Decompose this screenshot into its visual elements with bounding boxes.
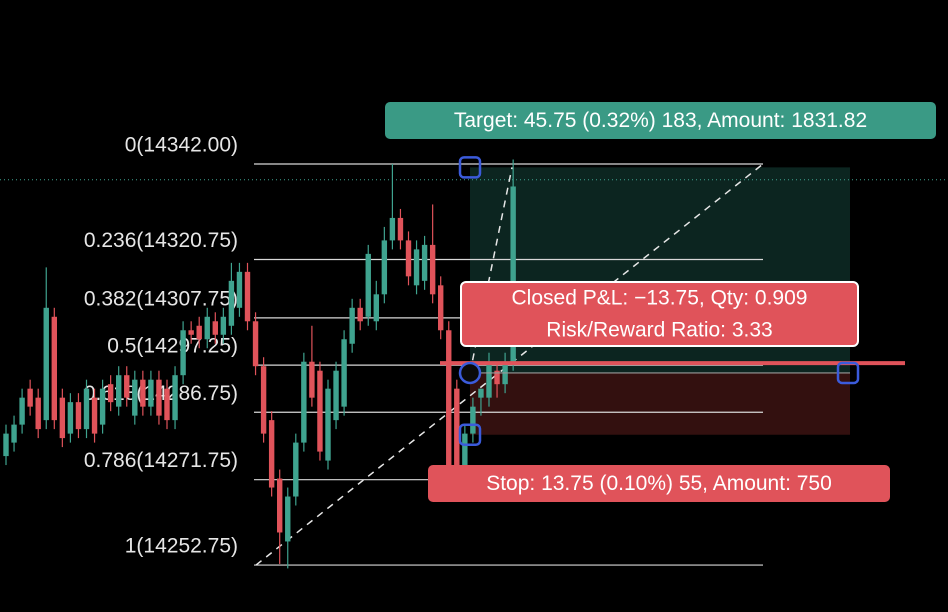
fib-level-label: 0.786(14271.75) <box>84 449 238 472</box>
candle-body <box>107 384 114 403</box>
candle-body <box>132 379 138 416</box>
candle-body <box>373 294 379 322</box>
candle-body <box>317 370 323 452</box>
candle-body <box>220 316 227 335</box>
candle-body <box>421 244 428 281</box>
candle-body <box>252 321 259 367</box>
candle-body <box>285 496 291 542</box>
stop-label-text: Stop: 13.75 (0.10%) 55, Amount: 750 <box>486 472 832 495</box>
candle-body <box>405 240 412 277</box>
candle-body <box>446 330 452 466</box>
candle-body <box>27 388 33 407</box>
candle-body <box>11 424 17 443</box>
candle-body <box>140 379 146 407</box>
candle-body <box>43 307 49 421</box>
candle-body <box>301 361 307 443</box>
candle-body <box>3 433 9 457</box>
target-handle <box>458 156 482 179</box>
candle-body <box>341 339 347 407</box>
candle-body <box>196 325 202 340</box>
position-connector <box>469 167 513 374</box>
candle-body <box>124 375 130 398</box>
candle-body <box>325 388 331 461</box>
candle-body <box>204 316 210 340</box>
candle-body <box>277 478 283 533</box>
stop-zone <box>470 372 850 435</box>
candle-body <box>19 397 25 425</box>
candle-body <box>478 388 484 398</box>
target-label-text: Target: 45.75 (0.32%) 183, Amount: 1831.… <box>454 109 867 132</box>
candle-body <box>35 397 41 430</box>
candle-body <box>309 361 315 398</box>
candle-body <box>156 379 162 416</box>
candle-body <box>188 330 194 335</box>
pnl-label-box <box>460 281 859 347</box>
candle-body <box>349 307 355 344</box>
stop-handle <box>458 423 482 446</box>
candle-body <box>236 271 243 308</box>
candle-body <box>510 186 516 362</box>
candle-body <box>172 375 178 421</box>
candle-body <box>486 361 492 398</box>
width-handle <box>836 361 860 385</box>
candle-body <box>413 249 420 286</box>
candle-body <box>494 370 500 385</box>
stop-label-box <box>428 465 890 502</box>
candle-body <box>91 397 98 434</box>
candle-body <box>228 280 235 326</box>
candle-body <box>293 442 299 497</box>
candle-body <box>83 388 90 430</box>
candle-body <box>357 307 363 322</box>
fib-level-label: 0(14342.00) <box>125 134 238 157</box>
candle-body <box>51 316 57 421</box>
entry-handle <box>458 361 482 385</box>
candle-body <box>59 397 66 439</box>
target-label-box <box>385 102 936 139</box>
pnl-label-text: Closed P&L: −13.75, Qty: 0.909 <box>512 287 808 310</box>
candle-body <box>75 402 82 430</box>
candle-body <box>260 366 267 434</box>
candle-body <box>397 217 404 241</box>
candle-body <box>116 375 122 407</box>
candle-body <box>333 370 339 421</box>
candle-body <box>429 244 436 295</box>
fib-level-label: 0.382(14307.75) <box>84 287 238 310</box>
fib-level-label: 0.236(14320.75) <box>84 229 238 252</box>
fib-trend-line <box>255 163 764 566</box>
candle-body <box>462 433 468 466</box>
candle-body <box>212 321 218 335</box>
candle-body <box>180 330 186 376</box>
fib-level-label: 0.5(14297.25) <box>107 335 238 358</box>
candle-body <box>67 402 74 434</box>
candle-body <box>164 388 170 421</box>
candle-body <box>268 420 275 488</box>
candle-body <box>365 253 371 317</box>
candle-body <box>454 388 460 466</box>
fib-level-label: 1(14252.75) <box>125 535 238 558</box>
candle-body <box>470 406 476 434</box>
candle-body <box>389 217 396 241</box>
candle-body <box>99 388 106 425</box>
candle-body <box>381 240 388 295</box>
pnl-label-text: Risk/Reward Ratio: 3.33 <box>546 319 772 342</box>
candle-body <box>244 271 251 322</box>
candle-body <box>438 285 444 331</box>
candle-body <box>148 379 154 407</box>
